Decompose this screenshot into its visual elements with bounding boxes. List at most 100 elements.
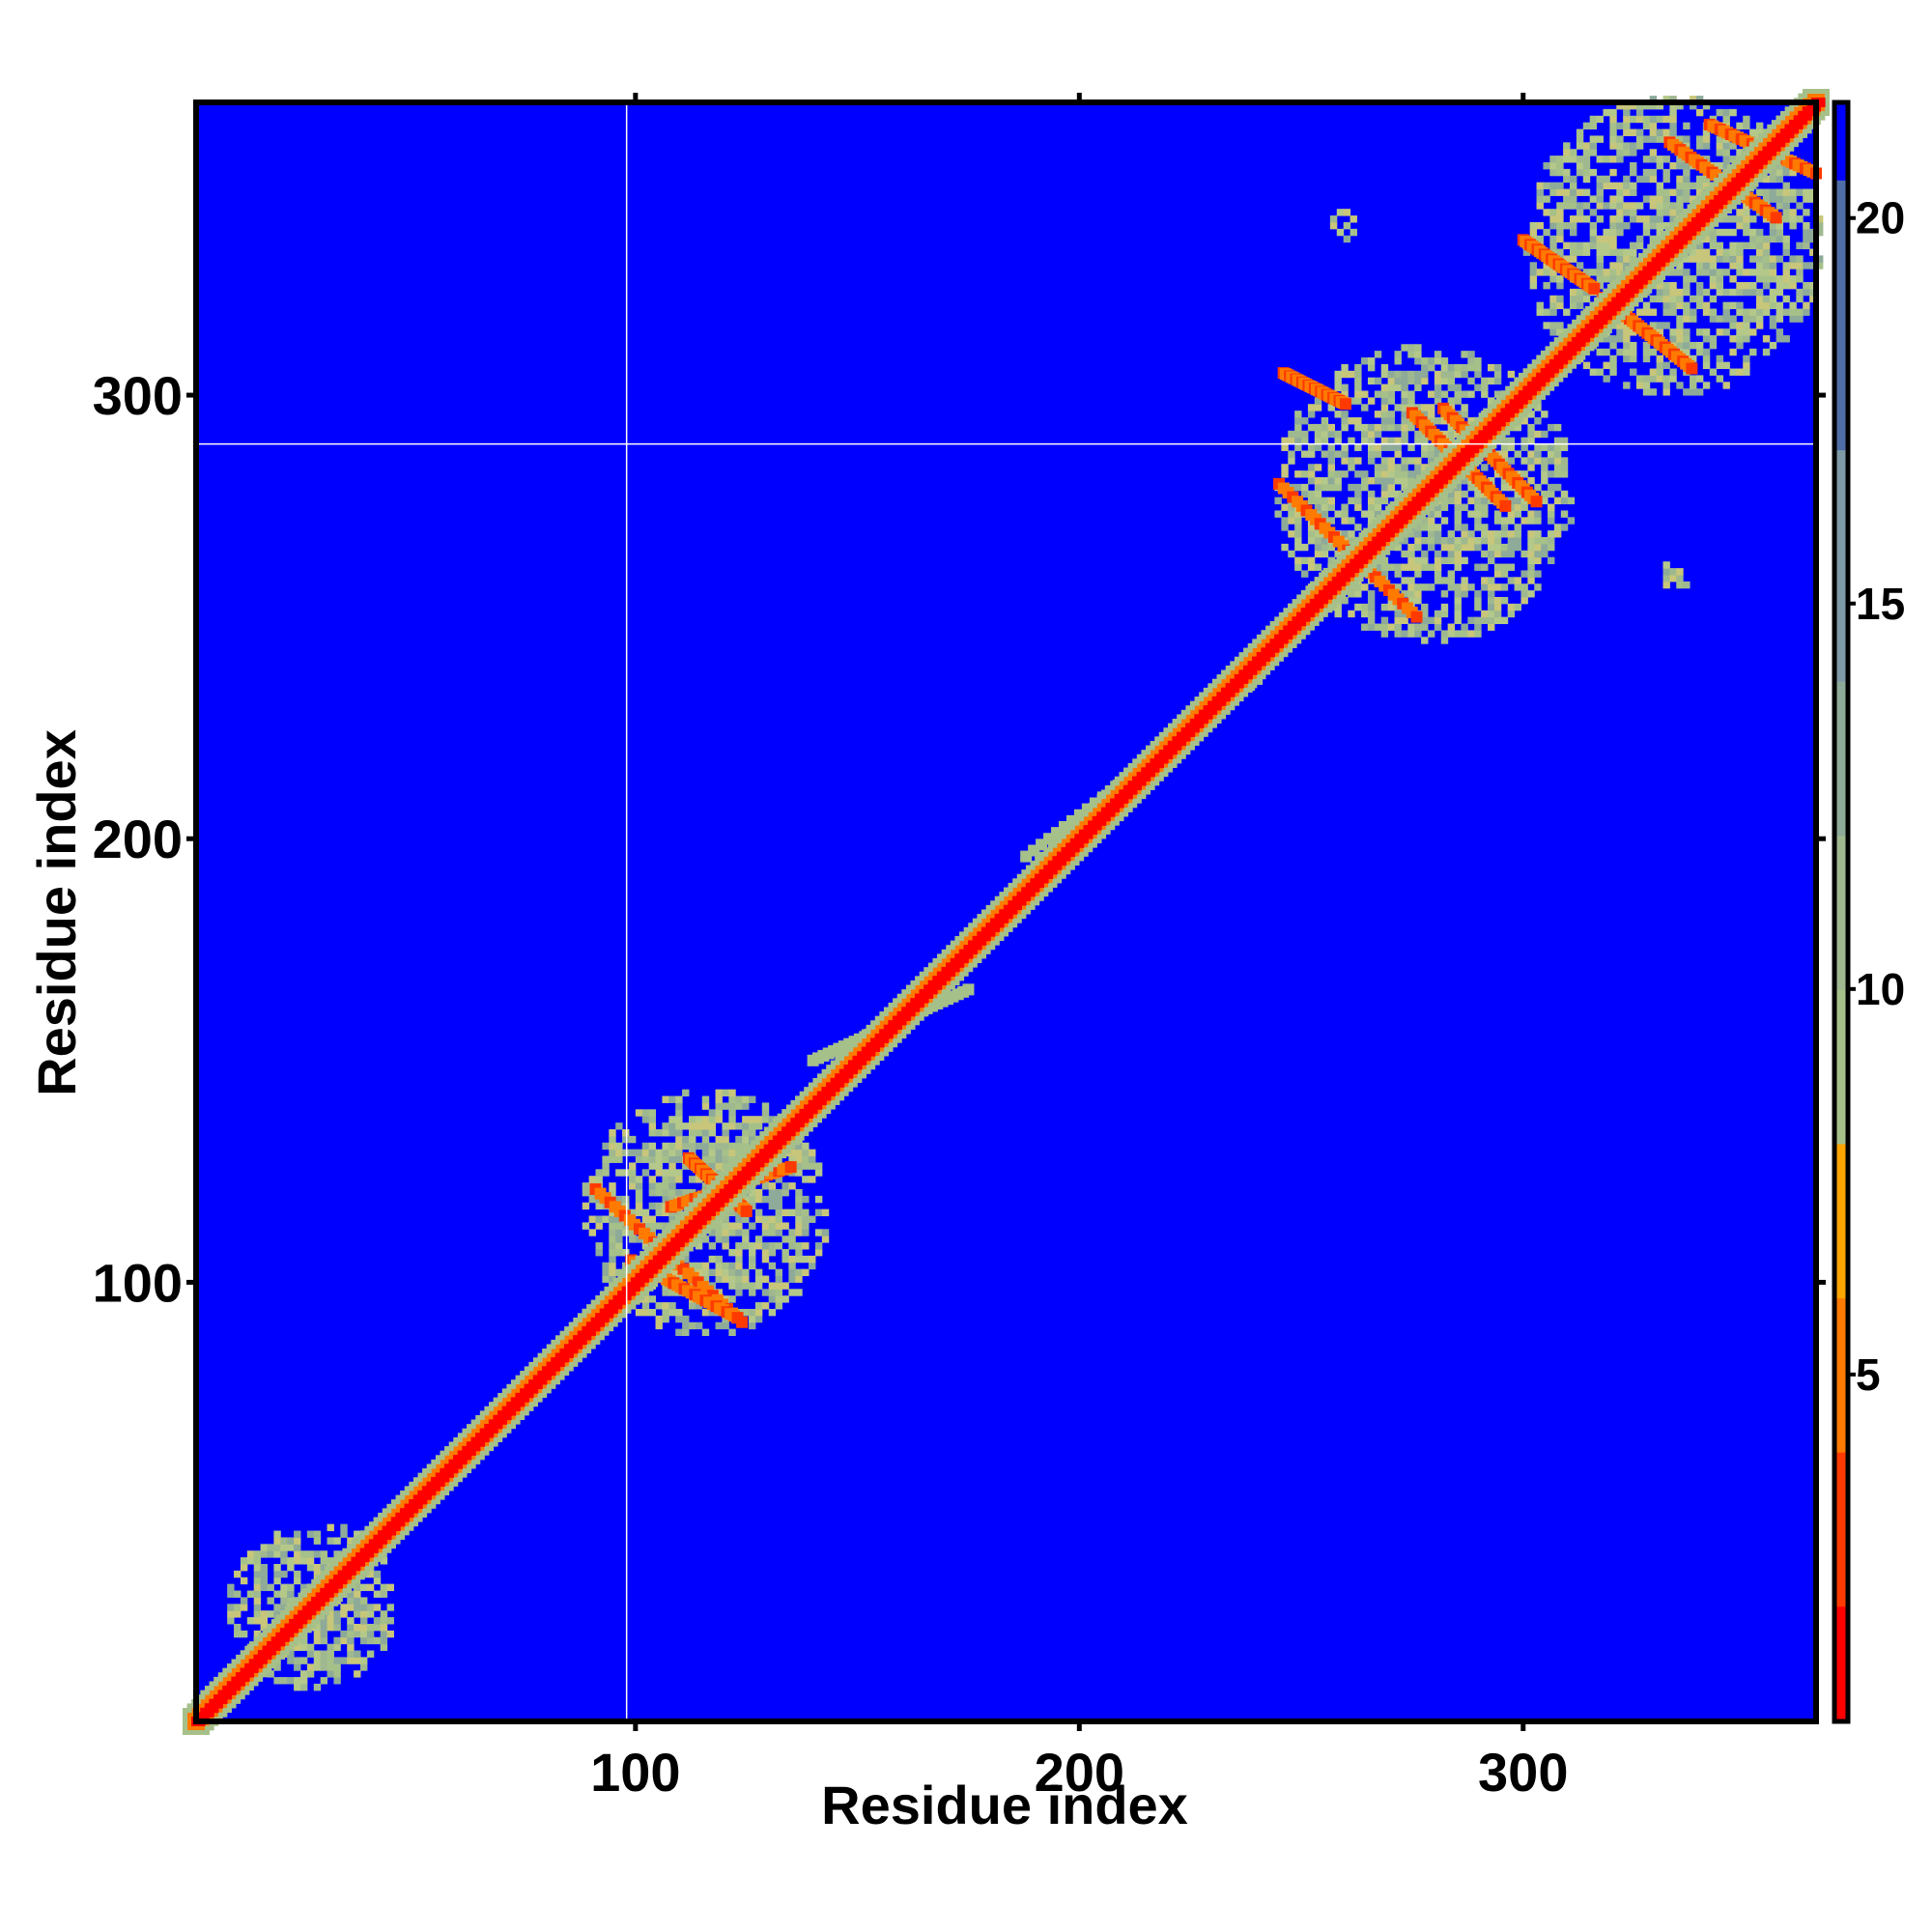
heatmap-cell (1548, 503, 1555, 511)
heatmap-cell (1702, 128, 1711, 136)
heatmap-cell (366, 1636, 375, 1645)
heatmap-cell (728, 1116, 736, 1123)
heatmap-cell (1387, 623, 1396, 631)
heatmap-cell (1440, 497, 1449, 505)
heatmap-cell (1440, 390, 1449, 398)
heatmap-cell (1387, 443, 1396, 451)
heatmap-cell (668, 1095, 676, 1103)
heatmap-cell (347, 1623, 355, 1632)
heatmap-cell (1380, 423, 1389, 432)
heatmap-cell (1623, 108, 1631, 117)
heatmap-cell (1809, 295, 1817, 303)
heatmap-cell (1609, 182, 1617, 190)
heatmap-cell (1623, 142, 1631, 150)
heatmap-cell (701, 1268, 710, 1277)
heatmap-cell (1374, 477, 1382, 485)
heatmap-cell (648, 1109, 657, 1117)
heatmap-cell (715, 1236, 723, 1243)
heatmap-cell (1493, 363, 1502, 372)
heatmap-cell (1549, 209, 1557, 216)
heatmap-cell (1609, 156, 1617, 163)
heatmap-cell (1461, 623, 1468, 631)
heatmap-cell (354, 1670, 361, 1678)
heatmap-cell (1307, 464, 1316, 471)
heatmap-cell (1321, 503, 1329, 511)
heatmap-cell (609, 1128, 616, 1137)
heatmap-cell (1676, 341, 1684, 350)
heatmap-cell (1447, 543, 1456, 552)
heatmap-cell (1616, 248, 1624, 256)
heatmap-cell (1454, 583, 1462, 591)
heatmap-cell (1782, 202, 1790, 210)
heatmap-cell (1669, 115, 1677, 124)
heatmap-cell (1716, 315, 1724, 323)
heatmap-cell (1527, 423, 1535, 432)
heatmap-cell (1642, 115, 1651, 124)
heatmap-cell (1488, 590, 1495, 598)
heatmap-cell (1461, 477, 1468, 485)
heatmap-cell (1762, 281, 1771, 290)
heatmap-cell (742, 1275, 750, 1283)
heatmap-cell (802, 1162, 810, 1170)
heatmap-cell (1394, 543, 1402, 552)
heatmap-cell (1541, 497, 1548, 505)
heatmap-cell (1789, 315, 1797, 323)
heatmap-cell (735, 1242, 743, 1250)
heatmap-cell (1716, 142, 1724, 150)
heatmap-cell (1656, 295, 1663, 303)
heatmap-cell (1341, 443, 1349, 451)
diagonal-contacts (183, 89, 1830, 1735)
heatmap-cell (749, 1116, 756, 1123)
heatmap-cell (1401, 483, 1408, 492)
heatmap-cell (641, 1308, 650, 1317)
heatmap-cell (1755, 228, 1764, 237)
heatmap-cell (655, 1315, 663, 1323)
heatmap-cell (1695, 142, 1704, 150)
heatmap-cell (273, 1537, 281, 1545)
heatmap-cell (1407, 344, 1415, 352)
heatmap-cell (1329, 215, 1338, 223)
heatmap-cell (1695, 281, 1704, 290)
heatmap-cell (1467, 630, 1475, 638)
heatmap-cell (1394, 563, 1402, 571)
heatmap-cell (1367, 517, 1376, 525)
heatmap-cell (366, 1623, 375, 1632)
heatmap-cell (754, 1195, 763, 1204)
heatmap-cell (622, 1169, 630, 1177)
heatmap-cell (701, 1122, 710, 1130)
heatmap-cell (1796, 255, 1804, 263)
heatmap-cell (1527, 517, 1535, 525)
heatmap-cell (1695, 182, 1704, 190)
heatmap-cell (1354, 483, 1362, 492)
heatmap-cell (1294, 517, 1302, 525)
heatmap-cell (1803, 242, 1810, 250)
heatmap-cell (1576, 188, 1584, 196)
colorbar-segment (1834, 1509, 1848, 1530)
heatmap-cell (1589, 135, 1598, 143)
heatmap-cell (1736, 215, 1744, 223)
heatmap-cell (1669, 128, 1677, 136)
heatmap-cell (234, 1604, 242, 1611)
heatmap-cell (1570, 149, 1577, 156)
heatmap-cell (1616, 195, 1624, 203)
heatmap-cell (1394, 470, 1402, 478)
heatmap-cell (1394, 437, 1402, 445)
heatmap-cell (354, 1657, 361, 1664)
heatmap-cell (1609, 108, 1617, 117)
heatmap-cell (802, 1255, 810, 1264)
heatmap-cell (635, 1176, 643, 1183)
heatmap-cell (1307, 497, 1316, 505)
heatmap-cell (749, 1262, 756, 1270)
heatmap-cell (1809, 262, 1817, 270)
heatmap-cell (1549, 328, 1557, 336)
heatmap-cell (1440, 590, 1449, 598)
heatmap-cell (768, 1215, 777, 1223)
heatmap-cell (1421, 610, 1429, 618)
heatmap-cell (1567, 497, 1576, 505)
heatmap-cell (1702, 308, 1711, 316)
heatmap-cell (1809, 188, 1817, 196)
heatmap-cell (1702, 142, 1711, 150)
heatmap-cell (1762, 242, 1771, 250)
heatmap-cell (1294, 510, 1302, 518)
heatmap-cell (1743, 269, 1750, 276)
